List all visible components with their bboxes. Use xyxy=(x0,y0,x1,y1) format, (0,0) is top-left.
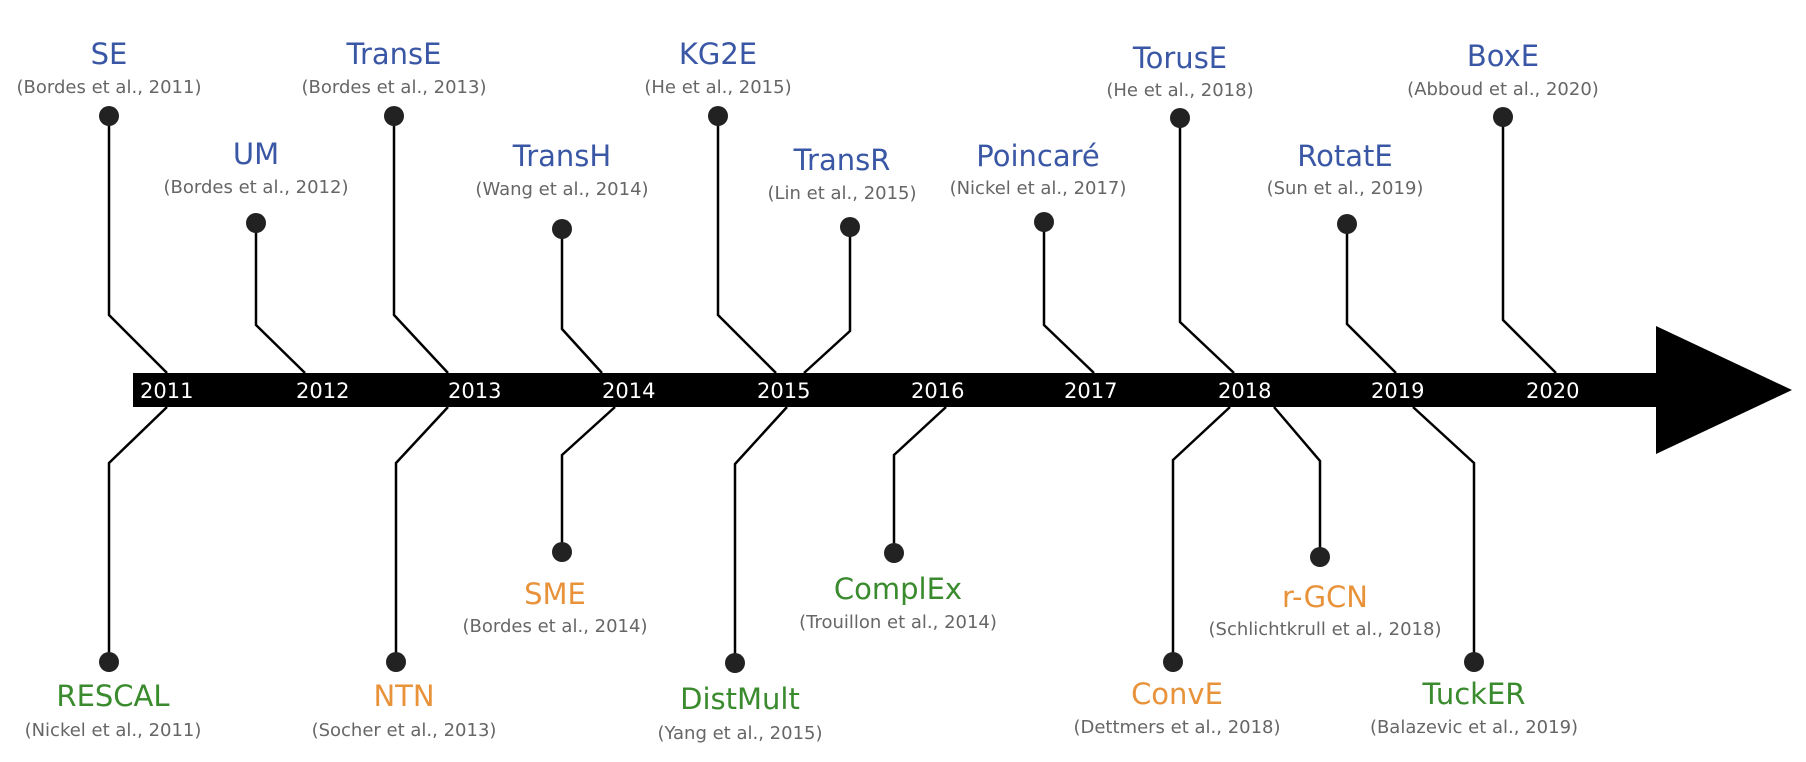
model-citation: (Bordes et al., 2014) xyxy=(463,616,648,637)
connector-line xyxy=(107,406,168,662)
connector-line xyxy=(107,116,168,374)
model-citation: (Yang et al., 2015) xyxy=(657,723,822,744)
year-label: 2017 xyxy=(1064,379,1117,403)
model-dot xyxy=(384,106,404,126)
year-label: 2020 xyxy=(1526,379,1579,403)
model-dot xyxy=(840,217,860,237)
connector-line xyxy=(1501,117,1557,374)
model-dot xyxy=(708,106,728,126)
model-citation: (He et al., 2018) xyxy=(1106,80,1253,101)
year-label: 2011 xyxy=(140,379,193,403)
connector-line xyxy=(1345,224,1397,374)
model-citation: (Bordes et al., 2013) xyxy=(302,77,487,98)
model-citation: (Dettmers et al., 2018) xyxy=(1073,717,1280,738)
model-dot xyxy=(1337,214,1357,234)
year-label: 2019 xyxy=(1371,379,1424,403)
model-name: ConvE xyxy=(1131,677,1223,711)
model-name: TuckER xyxy=(1422,677,1526,711)
model-citation: (Nickel et al., 2011) xyxy=(25,720,202,741)
connector-line xyxy=(1178,118,1235,374)
connector-line xyxy=(1273,406,1322,557)
model-name: TorusE xyxy=(1132,41,1227,75)
model-citation: (Schlichtkrull et al., 2018) xyxy=(1209,619,1442,640)
model-dot xyxy=(99,106,119,126)
model-name: SE xyxy=(91,37,128,71)
model-citation: (Lin et al., 2015) xyxy=(767,183,916,204)
model-name: TransR xyxy=(793,143,891,177)
model-citation: (Trouillon et al., 2014) xyxy=(799,612,997,633)
model-dot xyxy=(1493,107,1513,127)
model-dot xyxy=(552,542,572,562)
connector-line xyxy=(733,406,788,663)
model-name: SME xyxy=(524,577,586,611)
model-dot xyxy=(1310,547,1330,567)
model-citation: (He et al., 2015) xyxy=(644,77,791,98)
model-name: BoxE xyxy=(1467,39,1539,73)
year-label: 2016 xyxy=(911,379,964,403)
model-name: TransH xyxy=(512,139,611,173)
model-name: RotatE xyxy=(1297,139,1392,173)
model-name: r-GCN xyxy=(1282,580,1368,614)
model-name: NTN xyxy=(373,679,434,713)
model-name: KG2E xyxy=(679,37,757,71)
model-citation: (Wang et al., 2014) xyxy=(475,179,648,200)
model-name: RESCAL xyxy=(56,679,169,713)
year-label: 2012 xyxy=(296,379,349,403)
model-dot xyxy=(1170,108,1190,128)
model-dot xyxy=(386,652,406,672)
connector-line xyxy=(394,406,449,662)
model-dot xyxy=(725,653,745,673)
model-citation: (Balazevic et al., 2019) xyxy=(1370,717,1578,738)
connector-line xyxy=(803,227,852,374)
model-citation: (Socher et al., 2013) xyxy=(312,720,497,741)
model-dot xyxy=(1163,652,1183,672)
model-dot xyxy=(99,652,119,672)
model-citation: (Bordes et al., 2012) xyxy=(164,177,349,198)
year-label: 2015 xyxy=(757,379,810,403)
timeline-bar xyxy=(133,373,1658,407)
model-dot xyxy=(884,543,904,563)
model-citation: (Nickel et al., 2017) xyxy=(950,178,1127,199)
connector-line xyxy=(716,116,777,374)
connector-line xyxy=(1412,406,1476,662)
connector-line xyxy=(392,116,449,374)
model-name: Poincaré xyxy=(976,139,1099,173)
connector-line xyxy=(560,406,616,552)
model-citation: (Abboud et al., 2020) xyxy=(1407,79,1599,100)
connector-line xyxy=(1171,406,1231,662)
model-name: TransE xyxy=(346,37,442,71)
year-label: 2013 xyxy=(448,379,501,403)
model-citation: (Bordes et al., 2011) xyxy=(17,77,202,98)
model-dot xyxy=(1464,652,1484,672)
connector-line xyxy=(254,223,306,374)
model-name: UM xyxy=(233,137,279,171)
connector-line xyxy=(560,229,603,374)
year-label: 2018 xyxy=(1218,379,1271,403)
model-citation: (Sun et al., 2019) xyxy=(1267,178,1424,199)
connector-line xyxy=(892,406,947,553)
connector-line xyxy=(1042,222,1095,374)
model-name: ComplEx xyxy=(834,572,962,606)
model-dot xyxy=(1034,212,1054,232)
model-name: DistMult xyxy=(680,682,800,716)
timeline-arrowhead xyxy=(1656,326,1792,454)
year-label: 2014 xyxy=(602,379,655,403)
model-dot xyxy=(552,219,572,239)
model-dot xyxy=(246,213,266,233)
